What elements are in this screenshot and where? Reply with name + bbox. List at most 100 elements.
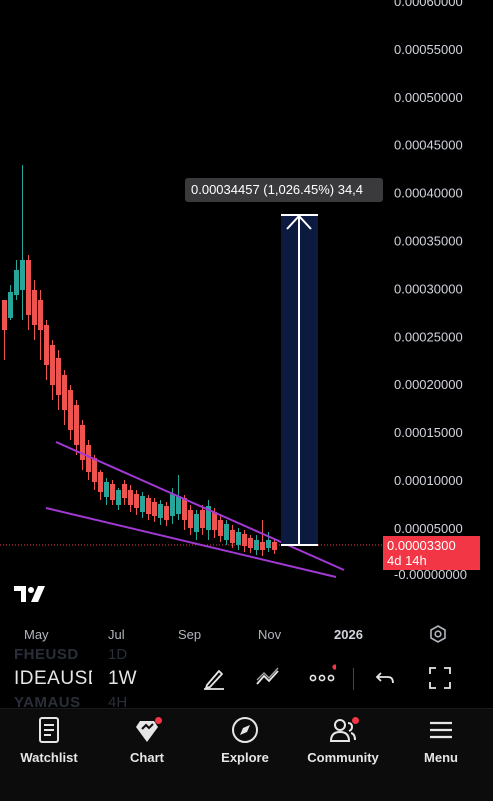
candle-body: [26, 260, 31, 315]
nav-label: Explore: [221, 750, 269, 765]
candle-body: [248, 538, 253, 548]
chart-icon: [136, 721, 158, 742]
candle-body: [104, 482, 109, 497]
candle-body: [14, 270, 19, 295]
notification-dot: [352, 717, 359, 724]
candle-body: [50, 345, 55, 385]
current-price-badge: 0.00003300 4d 14h: [383, 536, 480, 570]
symbol-prev[interactable]: FHEUSD: [14, 646, 79, 663]
candle-body: [38, 300, 43, 330]
nav-explore[interactable]: Explore: [196, 715, 294, 775]
candle-body: [272, 542, 277, 550]
price-axis-label: 0.00045000: [394, 138, 463, 153]
tradingview-logo-icon: [14, 586, 45, 602]
measure-tooltip: 0.00034457 (1,026.45%) 34,4: [185, 178, 383, 202]
candle-body: [224, 524, 229, 540]
candle-body: [86, 445, 91, 472]
nav-label: Watchlist: [20, 750, 78, 765]
price-axis-label: 0.00020000: [394, 377, 463, 392]
time-axis-label: Nov: [258, 627, 282, 642]
candle-body: [206, 506, 211, 530]
candle-body: [110, 484, 115, 500]
price-axis-label: 0.00055000: [394, 42, 463, 57]
chart-area[interactable]: 0.00060000 0.00055000 0.00050000 0.00045000…: [0, 0, 493, 650]
candle-body: [212, 512, 217, 530]
candle-body: [230, 530, 235, 543]
nav-label: Community: [307, 750, 379, 765]
interval-selector[interactable]: 1W: [108, 668, 137, 689]
chart-settings-icon[interactable]: [428, 624, 448, 644]
candle-body: [218, 520, 223, 536]
candle-body: [56, 358, 61, 395]
fullscreen-icon[interactable]: [426, 664, 454, 692]
candle-body: [266, 540, 271, 548]
price-axis-label: 0.00030000: [394, 281, 463, 296]
draw-pen-icon[interactable]: [200, 664, 228, 692]
candle-body: [164, 506, 169, 520]
chart-toolbar: FHEUSD IDEAUSDT YAMAUS 1D 1W 4H: [0, 646, 493, 711]
candle-body: [44, 325, 49, 365]
candle-body: [194, 514, 199, 532]
time-axis-label: Jul: [108, 627, 125, 642]
candle-body: [146, 498, 151, 514]
undo-icon[interactable]: [372, 664, 400, 692]
bottom-navigation: Watchlist Chart Explore Community Menu: [0, 708, 493, 801]
candle-body: [98, 472, 103, 492]
wedge-lower-line: [45, 507, 337, 578]
candle-body: [116, 490, 121, 505]
price-axis-label: 0.00025000: [394, 329, 463, 344]
chart-canvas[interactable]: 0.00060000 0.00055000 0.00050000 0.00045000…: [0, 0, 493, 650]
nav-label: Chart: [130, 750, 164, 765]
candle-body: [128, 490, 133, 505]
candle-body: [92, 458, 97, 482]
candle-body: [140, 496, 145, 512]
candle-body: [158, 504, 163, 518]
community-icon: [329, 719, 356, 742]
notification-dot: [155, 717, 162, 724]
candle-body: [182, 498, 187, 520]
price-axis-label: 0.00035000: [394, 234, 463, 249]
price-axis-label: -0.00000000: [394, 567, 467, 582]
countdown-value: 4d 14h: [387, 553, 427, 568]
price-axis-label: 0.00015000: [394, 425, 463, 440]
candle-body: [260, 542, 265, 550]
candle-body: [254, 540, 259, 550]
wedge-upper-line: [55, 441, 345, 571]
watchlist-icon: [39, 717, 59, 743]
more-icon[interactable]: [308, 664, 336, 692]
current-price-value: 0.00003300: [387, 538, 456, 553]
price-axis-label: 0.00040000: [394, 186, 463, 201]
price-axis-label: 0.00010000: [394, 473, 463, 488]
compass-icon: [232, 717, 258, 743]
candle-body: [20, 260, 25, 290]
interval-prev[interactable]: 1D: [108, 646, 128, 663]
nav-label: Menu: [424, 750, 458, 765]
candle-body: [32, 290, 37, 325]
nav-community[interactable]: Community: [294, 715, 392, 775]
time-axis-label: May: [24, 627, 49, 642]
time-axis-label: 2026: [334, 627, 363, 642]
nav-chart[interactable]: Chart: [98, 715, 196, 775]
menu-icon: [430, 721, 452, 739]
candle-body: [236, 532, 241, 545]
toolbar-divider: [353, 668, 354, 690]
candle-body: [80, 425, 85, 460]
candle-body: [242, 534, 247, 546]
interval-next[interactable]: 4H: [108, 694, 128, 711]
nav-watchlist[interactable]: Watchlist: [0, 715, 98, 775]
candle-body: [188, 510, 193, 528]
candle-body: [176, 496, 181, 514]
price-axis-label: 0.00005000: [394, 521, 463, 536]
candle-body: [68, 390, 73, 430]
candle-body: [170, 494, 175, 516]
time-axis-label: Sep: [178, 627, 201, 642]
price-axis-label: 0.00060000: [394, 0, 463, 9]
candle-body: [152, 502, 157, 516]
indicators-icon[interactable]: [254, 664, 282, 692]
candle-body: [2, 300, 7, 330]
symbol-next[interactable]: YAMAUS: [14, 694, 81, 711]
symbol-selector[interactable]: IDEAUSDT: [14, 668, 92, 689]
candle-body: [8, 292, 13, 318]
price-axis-label: 0.00050000: [394, 90, 463, 105]
nav-menu[interactable]: Menu: [392, 715, 490, 775]
